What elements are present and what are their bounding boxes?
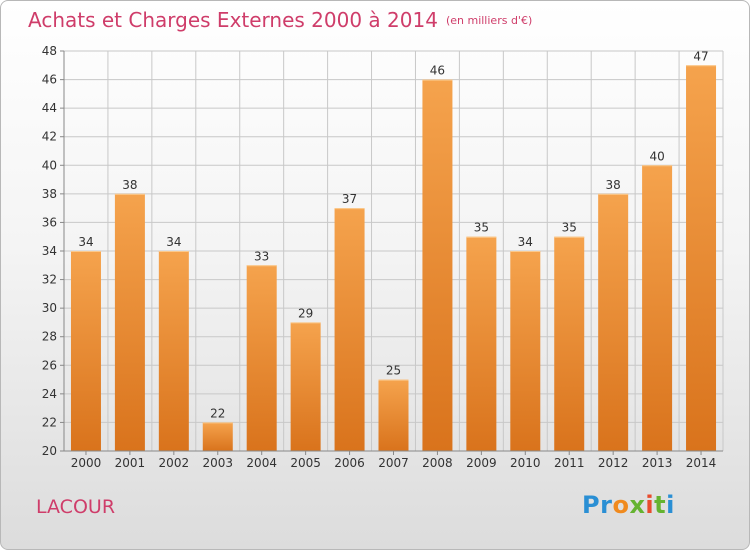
x-tick-label: 2009 xyxy=(466,456,497,470)
bar-2006 xyxy=(334,208,365,451)
y-tick-label: 26 xyxy=(42,358,57,372)
data-label: 22 xyxy=(210,406,225,420)
y-tick-label: 24 xyxy=(42,387,57,401)
data-label: 34 xyxy=(518,235,533,249)
bar-2008 xyxy=(422,79,453,452)
bar-2002 xyxy=(158,251,189,451)
y-tick-label: 48 xyxy=(42,44,57,58)
data-label: 33 xyxy=(254,249,269,263)
y-tick-label: 46 xyxy=(42,73,57,87)
data-label: 38 xyxy=(122,178,137,192)
proxiti-logo[interactable]: Proxiti xyxy=(582,491,675,519)
y-tick-label: 36 xyxy=(42,215,57,229)
bar-2007 xyxy=(378,379,409,451)
y-tick-label: 38 xyxy=(42,187,57,201)
x-tick-label: 2006 xyxy=(334,456,365,470)
y-tick-label: 34 xyxy=(42,244,57,258)
x-tick-label: 2001 xyxy=(115,456,146,470)
data-label: 34 xyxy=(166,235,181,249)
y-tick-label: 28 xyxy=(42,330,57,344)
x-tick-label: 2002 xyxy=(159,456,190,470)
bar-2013 xyxy=(642,165,673,452)
x-tick-label: 2007 xyxy=(378,456,409,470)
chart-subtitle: (en milliers d'€) xyxy=(445,14,533,27)
y-tick-label: 20 xyxy=(42,444,57,458)
data-label: 25 xyxy=(386,364,401,378)
bar-2011 xyxy=(554,236,585,451)
x-tick-label: 2008 xyxy=(422,456,453,470)
bar-2005 xyxy=(290,322,321,451)
data-label: 35 xyxy=(562,221,577,235)
x-tick-label: 2012 xyxy=(598,456,629,470)
data-label: 47 xyxy=(693,49,708,63)
x-tick-label: 2010 xyxy=(510,456,541,470)
bar-2010 xyxy=(510,251,541,451)
data-label: 38 xyxy=(606,178,621,192)
bar-2003 xyxy=(202,422,233,451)
bar-2000 xyxy=(70,251,101,451)
bar-2001 xyxy=(114,193,145,451)
bar-2014 xyxy=(686,65,717,452)
data-label: 46 xyxy=(430,64,445,78)
y-tick-label: 30 xyxy=(42,301,57,315)
x-tick-label: 2000 xyxy=(71,456,102,470)
y-tick-label: 40 xyxy=(42,158,57,172)
data-label: 35 xyxy=(474,221,489,235)
bar-2004 xyxy=(246,265,277,451)
bars xyxy=(70,65,717,452)
data-label: 29 xyxy=(298,306,313,320)
x-tick-label: 2004 xyxy=(246,456,277,470)
bar-2012 xyxy=(598,193,629,451)
x-tick-label: 2011 xyxy=(554,456,585,470)
labels: 34 2000 38 2001 34 2002 22 2003 33 2004 29 2005 37 20… xyxy=(71,49,717,470)
chart-title: Achats et Charges Externes 2000 à 2014 (e… xyxy=(28,8,533,32)
x-tick-label: 2005 xyxy=(290,456,321,470)
x-tick-label: 2013 xyxy=(642,456,673,470)
commune-name: LACOUR xyxy=(36,496,116,518)
data-label: 34 xyxy=(78,235,93,249)
axes: 20 22 24 26 28 30 32 34 36 38 40 42 44 46 48 xyxy=(42,44,723,458)
data-label: 40 xyxy=(649,149,664,163)
y-tick-label: 42 xyxy=(42,130,57,144)
bar-2009 xyxy=(466,236,497,451)
x-tick-label: 2014 xyxy=(686,456,717,470)
y-tick-label: 44 xyxy=(42,101,57,115)
data-label: 37 xyxy=(342,192,357,206)
y-tick-label: 32 xyxy=(42,273,57,287)
x-tick-label: 2003 xyxy=(202,456,233,470)
y-tick-label: 22 xyxy=(42,415,57,429)
